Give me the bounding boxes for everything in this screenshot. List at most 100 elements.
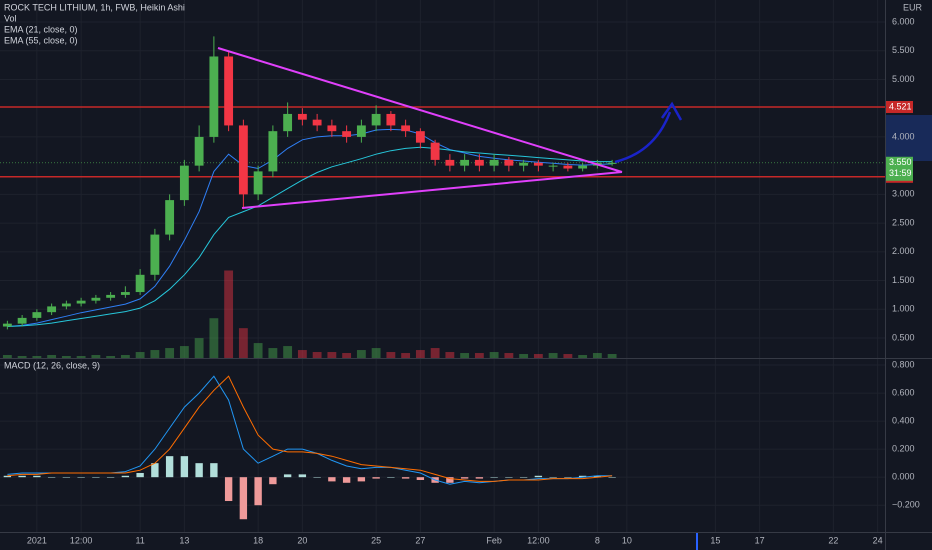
y-tick-label: 6.000	[892, 16, 915, 26]
candle-body	[179, 165, 189, 201]
candle-body	[327, 125, 337, 132]
histogram-bar	[18, 475, 26, 478]
y-tick-label: 0.000	[892, 472, 915, 482]
volume-bar	[312, 352, 322, 358]
histogram-bar	[254, 477, 262, 506]
trendline	[217, 47, 623, 173]
candle-body	[312, 119, 322, 126]
candle-body	[238, 125, 248, 195]
candle-body	[578, 165, 588, 169]
signal-line	[7, 375, 613, 482]
volume-bar	[386, 352, 396, 358]
last-price-box	[886, 156, 913, 181]
volume-bar	[578, 355, 588, 358]
y-tick-label: 1.000	[892, 304, 915, 314]
last-price-label: 3.550	[889, 157, 912, 167]
histogram-bar	[298, 474, 307, 478]
x-tick-label: 8	[595, 535, 600, 545]
candle-body	[224, 56, 234, 126]
volume-bar	[371, 348, 381, 358]
volume-bar	[430, 348, 440, 358]
volume-bar	[504, 353, 514, 358]
volume-bar	[533, 354, 543, 358]
histogram-bar	[151, 463, 159, 478]
y-tick-label: 0.800	[892, 359, 915, 369]
axis-highlight	[886, 115, 932, 161]
histogram-bar	[136, 472, 144, 478]
histogram-bar	[328, 477, 336, 482]
x-tick-label: 17	[755, 535, 765, 545]
candle-body	[504, 159, 514, 166]
candle-body	[371, 113, 381, 126]
volume-bar	[489, 352, 499, 358]
histogram-bar	[534, 475, 543, 478]
histogram-bar	[357, 477, 366, 482]
y-tick-label: −0.200	[892, 500, 920, 510]
histogram-bar	[180, 456, 189, 478]
volume-bar	[209, 318, 219, 358]
volume-bar	[548, 353, 558, 358]
candle-body	[32, 312, 42, 318]
x-tick-label: 11	[135, 535, 144, 545]
histogram-bar	[62, 477, 71, 478]
x-tick-label: 20	[297, 535, 307, 545]
volume-bar	[32, 356, 42, 358]
volume-bar	[327, 352, 337, 358]
histogram-bar	[416, 477, 425, 480]
histogram-bar	[475, 477, 484, 479]
volume-bar	[415, 350, 425, 358]
histogram-bar	[210, 463, 218, 478]
price-label: 4.521	[889, 101, 912, 111]
volume-bar	[356, 350, 366, 358]
legend-ema: EMA (21, close, 0)	[4, 24, 78, 34]
histogram-bar	[578, 475, 587, 478]
candle-body	[401, 125, 411, 132]
histogram-bar	[593, 475, 602, 478]
candle-body	[194, 136, 204, 166]
x-tick-label: Feb	[486, 535, 502, 545]
candle-body	[120, 292, 130, 295]
x-tick-label: 13	[179, 535, 189, 545]
candle-body	[386, 113, 396, 126]
y-tick-label: 0.500	[892, 332, 915, 342]
candle-body	[76, 300, 86, 304]
candle-body	[135, 274, 145, 293]
candle-body	[253, 171, 263, 195]
volume-bar	[91, 355, 101, 358]
y-tick-label: 2.000	[892, 246, 915, 256]
candle-body	[2, 323, 12, 327]
candle-body	[91, 297, 101, 301]
x-tick-label: 12:00	[70, 535, 93, 545]
histogram-bar	[401, 477, 410, 479]
candle-body	[150, 234, 160, 275]
volume-bar	[563, 354, 573, 358]
volume-bar	[607, 354, 617, 358]
histogram-bar	[342, 477, 351, 483]
candle-body	[106, 294, 116, 298]
arrow	[614, 111, 672, 164]
x-tick-label: 24	[873, 535, 883, 545]
candle-body	[209, 56, 219, 137]
time-marker	[696, 533, 698, 550]
y-tick-label: 0.600	[892, 387, 915, 397]
volume-bar	[268, 348, 278, 358]
labels: 2021 12:00 11 13 18 20 25 27 Feb 12:00 8 10 15 17 22 24…	[27, 16, 920, 545]
candle-body	[533, 162, 543, 166]
volume-bar	[474, 353, 484, 358]
candle-body	[297, 113, 307, 120]
grid	[0, 0, 885, 532]
candle-body	[460, 159, 470, 166]
countdown: 31:59	[889, 168, 912, 178]
candle-body	[61, 303, 71, 307]
volume-bar	[224, 270, 234, 358]
volume-bar	[401, 353, 411, 358]
volume-bar	[297, 350, 307, 358]
volume-bar	[519, 354, 529, 358]
volume-bar	[165, 348, 175, 358]
y-tick-label: 0.200	[892, 444, 915, 454]
candle-body	[489, 159, 499, 166]
trendline	[241, 171, 623, 209]
volume-bar	[2, 355, 12, 358]
legend-macd: MACD (12, 26, close, 9)	[4, 360, 100, 370]
